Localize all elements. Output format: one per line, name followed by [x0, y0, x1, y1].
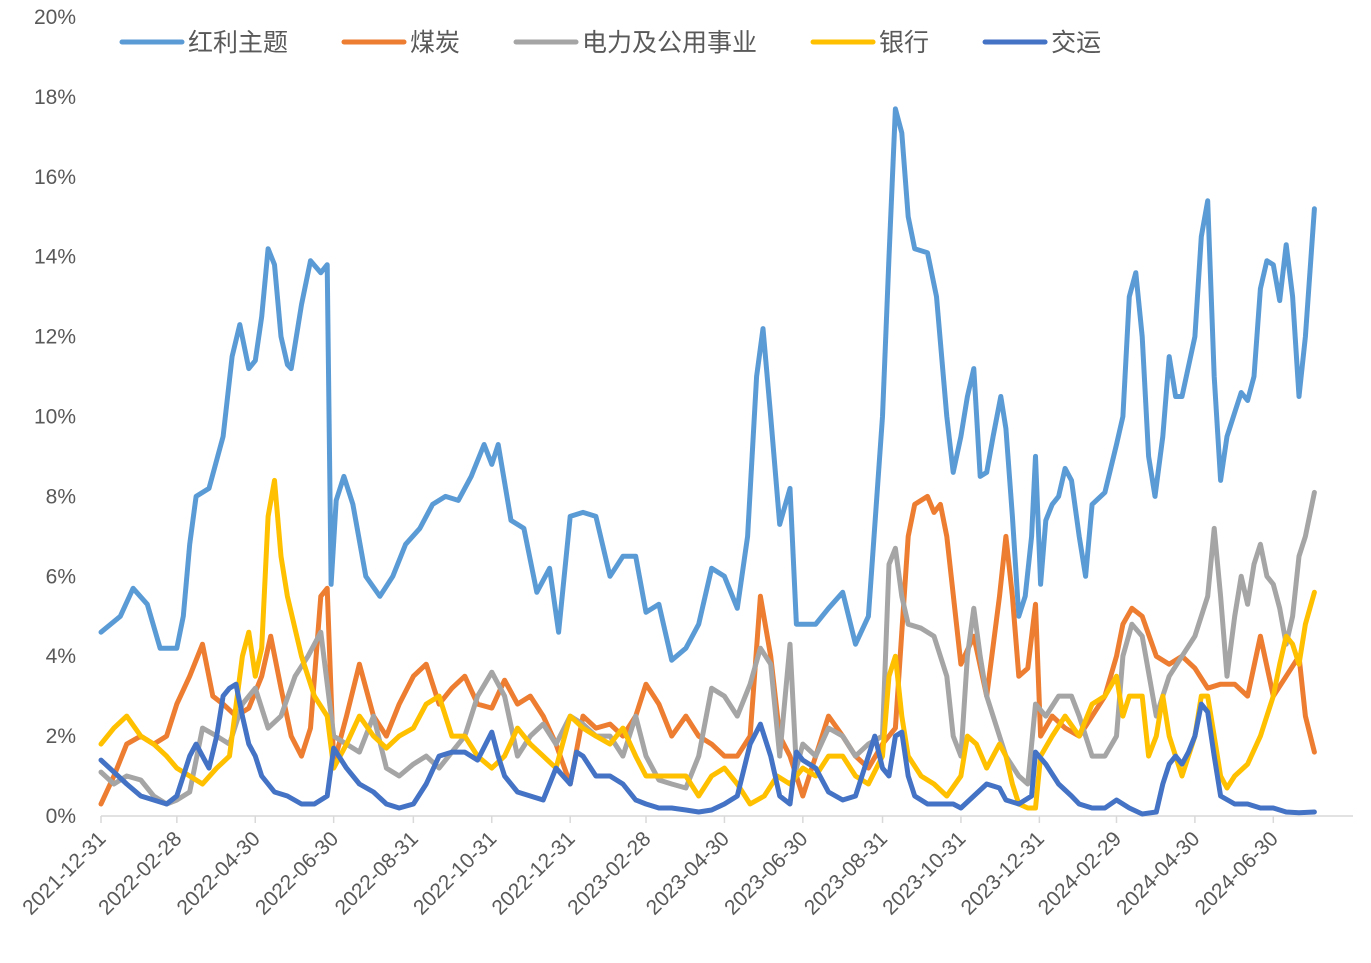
series-line [98, 489, 1317, 807]
series-line [98, 477, 1317, 811]
x-tick-label: 2022-04-30 [173, 827, 265, 919]
y-tick-label: 8% [46, 485, 76, 508]
y-tick-label: 16% [34, 166, 76, 189]
y-tick-label: 0% [46, 805, 76, 828]
series-layer [98, 106, 1317, 817]
legend-label: 银行 [879, 28, 929, 57]
y-tick-label: 12% [34, 326, 76, 349]
legend-item: 银行 [810, 28, 929, 57]
y-tick-label: 14% [34, 246, 76, 269]
y-tick-label: 10% [34, 406, 76, 429]
legend-item: 红利主题 [119, 28, 288, 57]
y-tick-label: 2% [46, 725, 76, 748]
legend-label: 红利主题 [188, 28, 288, 57]
legend-item: 电力及公用事业 [513, 28, 757, 57]
x-tick-label: 2024-06-30 [1191, 827, 1283, 919]
legend-label: 交运 [1051, 28, 1101, 57]
legend-label: 电力及公用事业 [582, 28, 757, 57]
series-line [98, 681, 1317, 817]
legend-item: 交运 [982, 28, 1101, 57]
y-tick-label: 18% [34, 86, 76, 109]
y-tick-label: 20% [34, 6, 76, 29]
x-tick-label: 2022-06-30 [251, 827, 343, 919]
x-tick-label: 2024-02-29 [1034, 827, 1126, 919]
x-tick-label: 2024-04-30 [1112, 827, 1204, 919]
legend: 红利主题 煤炭 电力及公用事业 银行 交运 [119, 28, 1101, 57]
x-tick-label: 2023-10-31 [878, 827, 970, 919]
series-line [98, 106, 1317, 663]
series-line [98, 493, 1317, 807]
x-tick-label: 2022-10-31 [409, 827, 501, 919]
legend-item: 煤炭 [341, 28, 460, 57]
legend-label: 煤炭 [410, 28, 460, 57]
x-tick-label: 2022-08-31 [331, 827, 423, 919]
x-tick-label: 2023-08-31 [800, 827, 892, 919]
y-tick-label: 6% [46, 565, 76, 588]
y-tick-label: 4% [46, 645, 76, 668]
x-tick-label: 2023-06-30 [720, 827, 812, 919]
x-tick-label: 2023-04-30 [642, 827, 734, 919]
